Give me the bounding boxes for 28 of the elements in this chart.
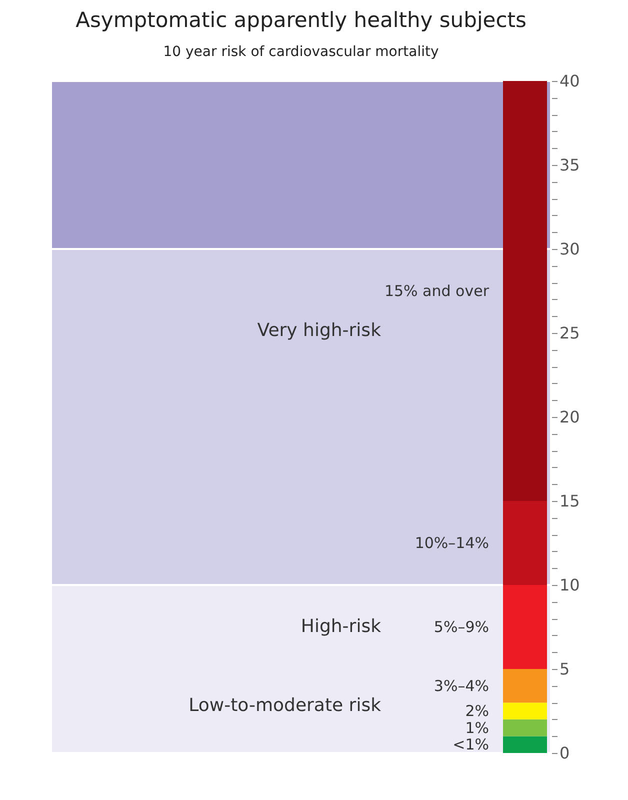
y-tick-label: 10 — [560, 576, 580, 594]
bar — [503, 702, 547, 720]
y-tick-label: 30 — [560, 240, 580, 258]
y-tick-label: 25 — [560, 324, 580, 342]
text: 10 year risk of cardiovascular mortality — [163, 44, 439, 60]
text: High-risk — [300, 616, 382, 637]
series-label: 1% — [465, 718, 489, 737]
y-tick-label: 0 — [560, 744, 570, 762]
series-label: 3%–4% — [434, 676, 489, 695]
y-tick-label: 15 — [560, 492, 580, 510]
bar — [503, 585, 547, 669]
bar — [503, 501, 547, 585]
bar — [503, 81, 547, 501]
series-label: 5%–9% — [434, 618, 489, 636]
bar — [503, 719, 547, 736]
y-tick-label: 20 — [560, 408, 580, 426]
text: Asymptomatic apparently healthy subjects — [76, 8, 526, 32]
series-label: 15% and over — [384, 282, 490, 300]
y-tick-label: 40 — [560, 72, 580, 90]
y-tick-label: 35 — [560, 156, 580, 174]
bar — [503, 669, 547, 703]
series-label: 10%–14% — [414, 534, 489, 552]
y-tick-label: 5 — [560, 660, 570, 678]
bar — [503, 736, 547, 753]
series-label: <1% — [452, 736, 489, 754]
text: Very high-risk — [257, 320, 382, 341]
series-label: 2% — [465, 702, 489, 720]
text: Low-to-moderate risk — [188, 694, 382, 716]
